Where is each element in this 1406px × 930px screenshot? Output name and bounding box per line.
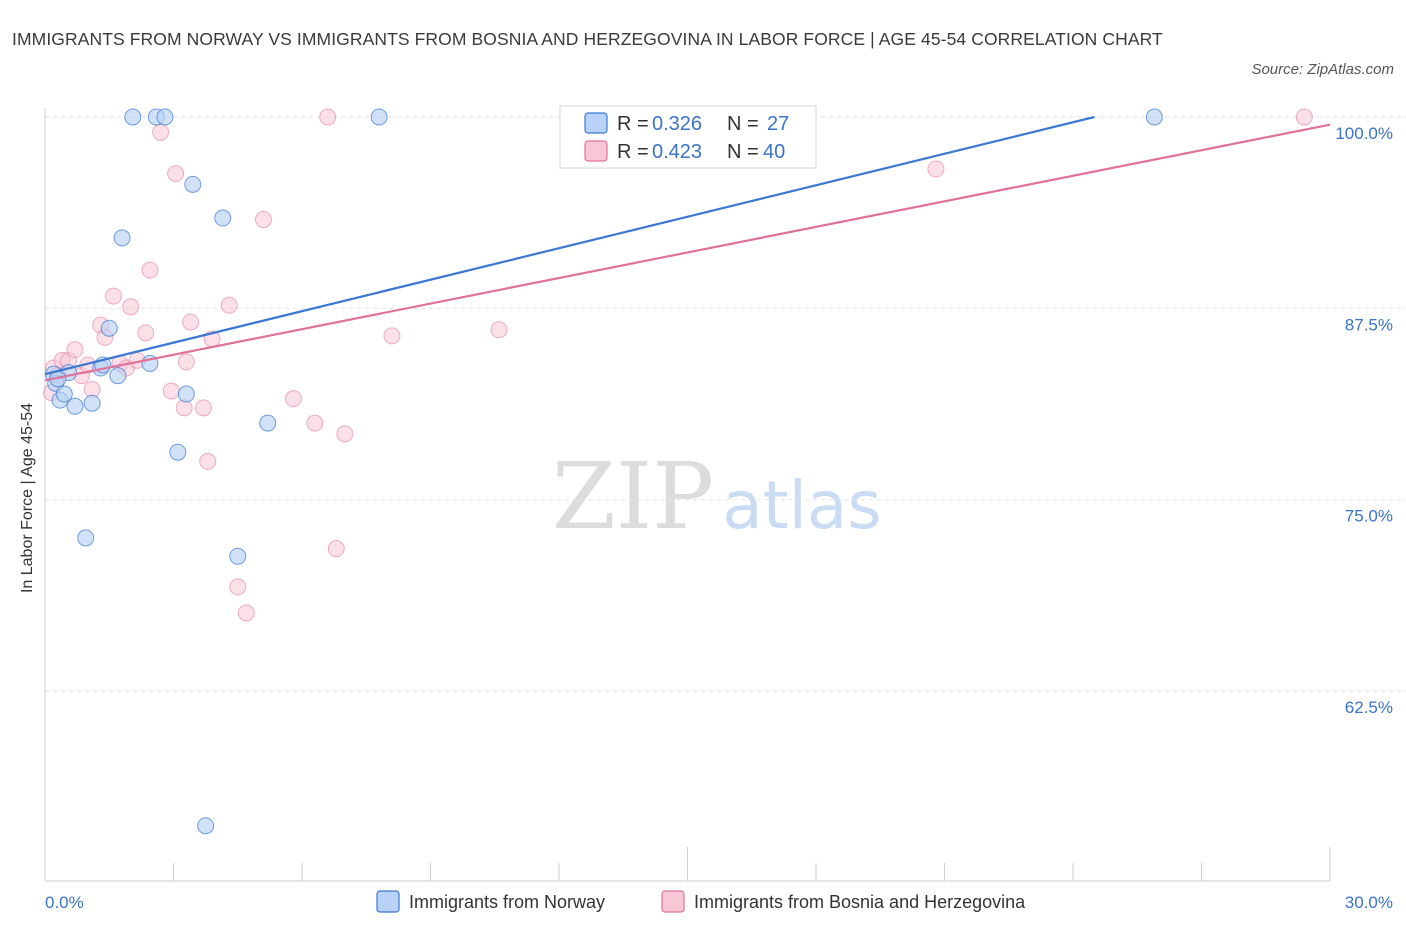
bosnia-point <box>182 313 200 331</box>
norway-point <box>229 547 247 565</box>
x-tick-label: 30.0% <box>1345 893 1393 912</box>
bosnia-point <box>490 321 508 339</box>
norway-point <box>169 443 187 461</box>
bosnia-point <box>199 452 217 470</box>
norway-point <box>66 397 84 415</box>
bosnia-legend-swatch <box>584 140 608 162</box>
norway-point <box>177 385 195 403</box>
bosnia-point <box>319 108 337 126</box>
grid-lines <box>45 116 1406 692</box>
bosnia-point <box>122 298 140 316</box>
bosnia-point <box>327 540 345 558</box>
bosnia-r-label: R = <box>617 141 649 163</box>
y-tick-label: 62.5% <box>1345 698 1393 717</box>
norway-point <box>214 209 232 227</box>
norway-point <box>100 319 118 337</box>
watermark-zip: ZIP <box>552 443 714 550</box>
chart-title: IMMIGRANTS FROM NORWAY VS IMMIGRANTS FRO… <box>12 29 1163 49</box>
bosnia-point <box>194 399 212 417</box>
norway-series-label: Immigrants from Norway <box>409 892 605 912</box>
norway-point <box>156 108 174 126</box>
bosnia-point <box>152 123 170 141</box>
norway-point <box>259 414 277 432</box>
bosnia-point <box>237 604 255 622</box>
bosnia-point <box>336 425 354 443</box>
source-note: Source: ZipAtlas.com <box>1251 61 1394 78</box>
bosnia-point <box>105 287 123 305</box>
bosnia-point <box>229 578 247 596</box>
norway-n-label: N = <box>727 113 759 135</box>
bosnia-point <box>383 327 401 345</box>
norway-points <box>45 108 1163 835</box>
norway-r-label: R = <box>617 113 649 135</box>
y-tick-label: 87.5% <box>1345 315 1393 334</box>
axes <box>44 108 1331 882</box>
norway-point <box>77 529 95 547</box>
bosnia-point <box>137 324 155 342</box>
norway-trend-line <box>44 115 1095 376</box>
bosnia-series-label: Immigrants from Bosnia and Herzegovina <box>694 892 1026 912</box>
bosnia-point <box>284 390 302 408</box>
norway-point <box>197 817 215 835</box>
norway-point <box>370 108 388 126</box>
watermark-atlas: atlas <box>722 467 882 544</box>
norway-point <box>109 367 127 385</box>
bosnia-point <box>1295 108 1313 126</box>
bosnia-point <box>306 414 324 432</box>
y-tick-label: 100.0% <box>1335 124 1393 143</box>
stats-legend: R = 0.326 N = 27 R = 0.423 N = 40 <box>559 105 817 169</box>
bosnia-point <box>141 261 159 279</box>
norway-series-swatch <box>376 890 400 913</box>
norway-n-value: 27 <box>767 113 789 135</box>
norway-point <box>83 394 101 412</box>
bosnia-series-swatch <box>661 890 685 913</box>
norway-point <box>184 175 202 193</box>
bosnia-point <box>177 353 195 371</box>
norway-point <box>55 385 73 403</box>
bosnia-point <box>254 211 272 229</box>
series-legend: Immigrants from Norway Immigrants from B… <box>376 890 1026 913</box>
tick-labels: 62.5% 75.0% 87.5% 100.0% 0.0% 30.0% <box>45 124 1393 912</box>
bosnia-trend-line <box>44 123 1331 382</box>
norway-point <box>124 108 142 126</box>
bosnia-n-value: 40 <box>763 141 785 163</box>
bosnia-point <box>66 341 84 359</box>
y-tick-label: 75.0% <box>1345 507 1393 526</box>
norway-legend-swatch <box>584 112 608 134</box>
norway-r-value: 0.326 <box>652 113 702 135</box>
norway-point <box>113 229 131 247</box>
bosnia-point <box>167 165 185 183</box>
trend-lines <box>44 115 1331 382</box>
bosnia-n-label: N = <box>727 141 759 163</box>
bosnia-r-value: 0.423 <box>652 141 702 163</box>
bosnia-point <box>927 160 945 178</box>
x-tick-label: 0.0% <box>45 893 84 912</box>
norway-point <box>1145 108 1163 126</box>
bosnia-point <box>220 296 238 314</box>
bosnia-point <box>162 382 180 400</box>
